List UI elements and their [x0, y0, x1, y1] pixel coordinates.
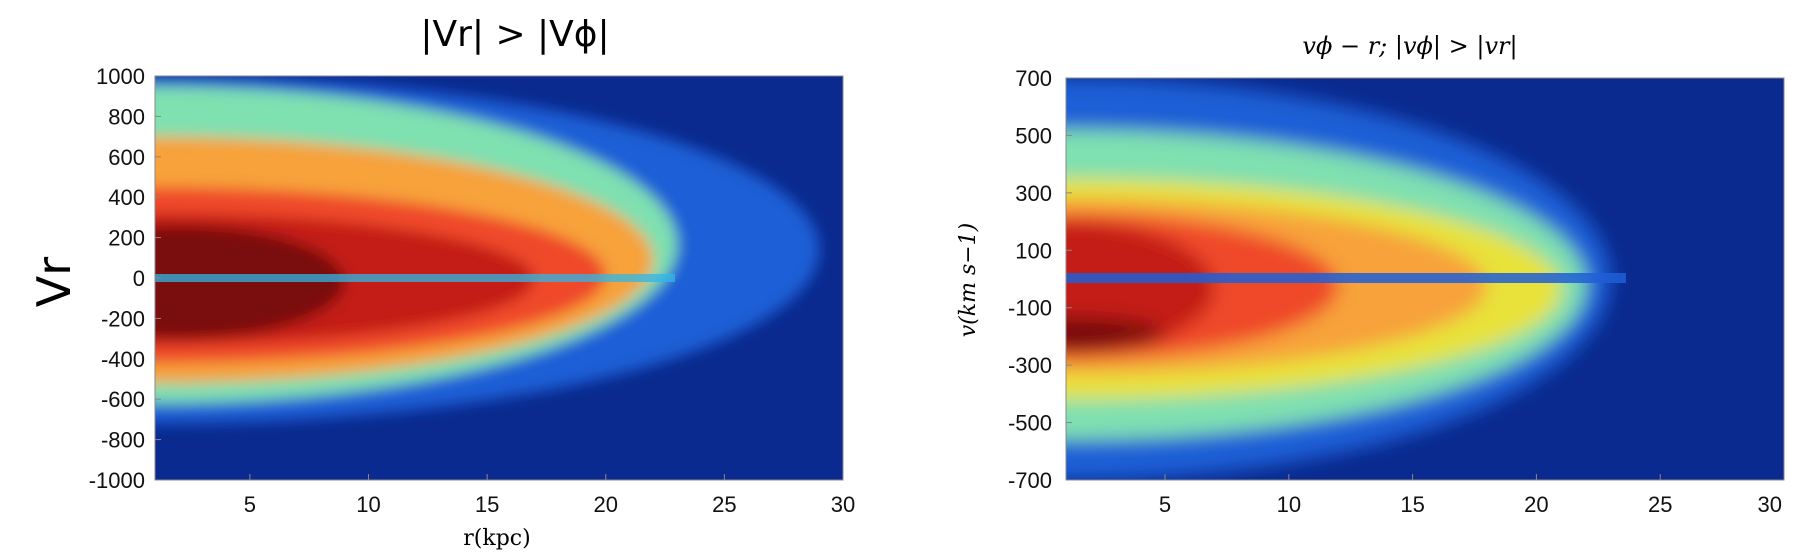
right-x-tick-label: 20: [1524, 492, 1548, 517]
left-y-tick-label: 200: [108, 226, 145, 251]
right-y-axis-label: v(km s−1): [956, 223, 981, 338]
right-zero-band: [1066, 273, 1626, 283]
left-x-tick-label: 5: [244, 492, 256, 517]
left-x-ticks: 5 10 15 20 25 30: [244, 474, 855, 517]
right-y-tick-label: -500: [1008, 411, 1052, 436]
left-x-tick-label: 30: [831, 492, 855, 517]
right-x-ticks: 5 10 15 20 25 30: [1159, 474, 1785, 517]
right-x-tick-label: 30: [1758, 492, 1782, 517]
left-y-tick-label: 0: [133, 266, 145, 291]
left-y-tick-label: 800: [108, 104, 145, 129]
left-y-axis-label: Vr: [27, 257, 81, 307]
left-y-tick-label: -200: [101, 306, 145, 331]
right-y-tick-label: -700: [1008, 468, 1052, 493]
right-y-ticks: 700 500 300 100 -100 -300 -500 -700: [1008, 66, 1072, 493]
left-y-tick-label: 1000: [96, 64, 145, 89]
left-x-axis-label: r(kpc): [463, 526, 530, 551]
right-y-tick-label: 700: [1015, 66, 1052, 91]
right-x-tick-label: 25: [1648, 492, 1672, 517]
right-chart-title: vϕ − r; |vϕ| > |vr|: [1302, 32, 1517, 61]
left-x-tick-label: 10: [356, 492, 380, 517]
left-y-tick-label: -1000: [89, 468, 145, 493]
left-heatmap-regions: [155, 76, 820, 424]
left-y-tick-label: -800: [101, 428, 145, 453]
left-x-tick-label: 15: [475, 492, 499, 517]
right-plot-frame: [1065, 77, 1785, 481]
right-panel: vϕ − r; |vϕ| > |vr| v(km s−1) 700 500 300 1…: [956, 32, 1785, 517]
left-y-ticks: 1000 800 600 400 200 0 -200 -400 -600 -800 -1000: [89, 64, 161, 493]
left-y-tick-label: 400: [108, 185, 145, 210]
left-y-tick-label: -400: [101, 347, 145, 372]
right-y-tick-label: -300: [1008, 353, 1052, 378]
left-zero-band: [155, 274, 675, 282]
right-x-tick-label: 5: [1159, 492, 1171, 517]
left-y-tick-label: -600: [101, 387, 145, 412]
left-chart-title: |Vr| > |Vϕ|: [420, 14, 609, 55]
left-panel: |Vr| > |Vϕ| Vr r(kpc) 1000 800 600 400 200 0 -…: [27, 14, 855, 551]
right-y-tick-label: 500: [1015, 123, 1052, 148]
left-heat-region-5: [155, 225, 345, 339]
right-y-tick-label: 300: [1015, 181, 1052, 206]
left-y-tick-label: 600: [108, 145, 145, 170]
left-heatmap: [155, 76, 843, 480]
right-heatmap: [1066, 78, 1784, 480]
right-y-tick-label: -100: [1008, 296, 1052, 321]
right-x-tick-label: 15: [1400, 492, 1424, 517]
right-y-tick-label: 100: [1015, 238, 1052, 263]
right-heat-region-6: [1066, 316, 1166, 351]
left-x-tick-label: 25: [712, 492, 736, 517]
left-x-tick-label: 20: [594, 492, 618, 517]
right-x-tick-label: 10: [1277, 492, 1301, 517]
